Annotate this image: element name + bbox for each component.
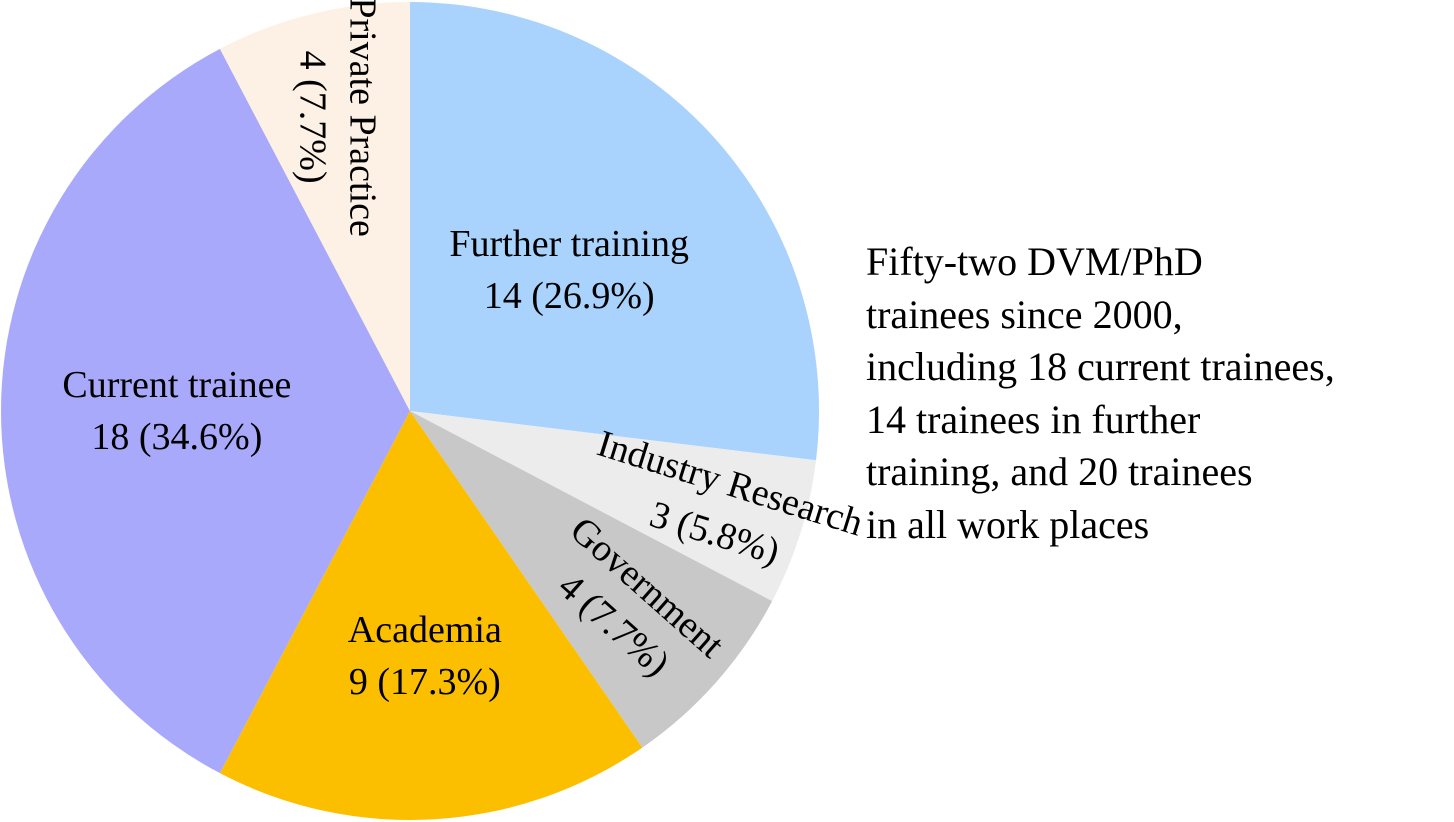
pie-slice-further-training [410,2,820,461]
pie-slices [1,2,820,820]
annotation-line-6: in all work places [866,501,1150,547]
slice-label-further-training: Further training 14 (26.9%) [449,223,689,317]
pie-slice-government [410,411,773,748]
slice-label-private-practice: Private Practice4 (7.7%) [292,0,384,237]
chart-annotation: Fifty-two DVM/PhD trainees since 2000, i… [866,236,1446,551]
slice-value-further-training: 14 (26.9%) [484,275,655,317]
annotation-line-1: Fifty-two DVM/PhD [866,239,1203,284]
pie-slice-industry-research [410,411,817,602]
slice-value-private-practice: 4 (7.7%) [292,51,334,184]
slice-category-current-trainee: Current trainee [62,364,291,406]
annotation-line-5: training, and 20 trainees [866,449,1253,494]
slice-value-academia: 9 (17.3%) [349,661,501,703]
annotation-line-4: 14 trainees in further [866,396,1201,442]
slice-category-academia: Academia [348,609,502,651]
slice-category-private-practice: Private Practice [342,0,384,237]
slice-label-current-trainee: Current trainee 18 (34.6%) [62,364,291,458]
annotation-line-3: including 18 current trainees, [866,344,1335,389]
pie-slice-current-trainee [1,48,410,774]
slice-category-further-training: Further training [449,223,689,265]
pie-slice-private-practice [219,2,410,411]
annotation-line-2: trainees since 2000, [866,291,1183,337]
slice-value-current-trainee: 18 (34.6%) [91,416,262,458]
pie-slice-academia [219,411,643,820]
slice-label-academia: Academia 9 (17.3%) [348,609,502,703]
